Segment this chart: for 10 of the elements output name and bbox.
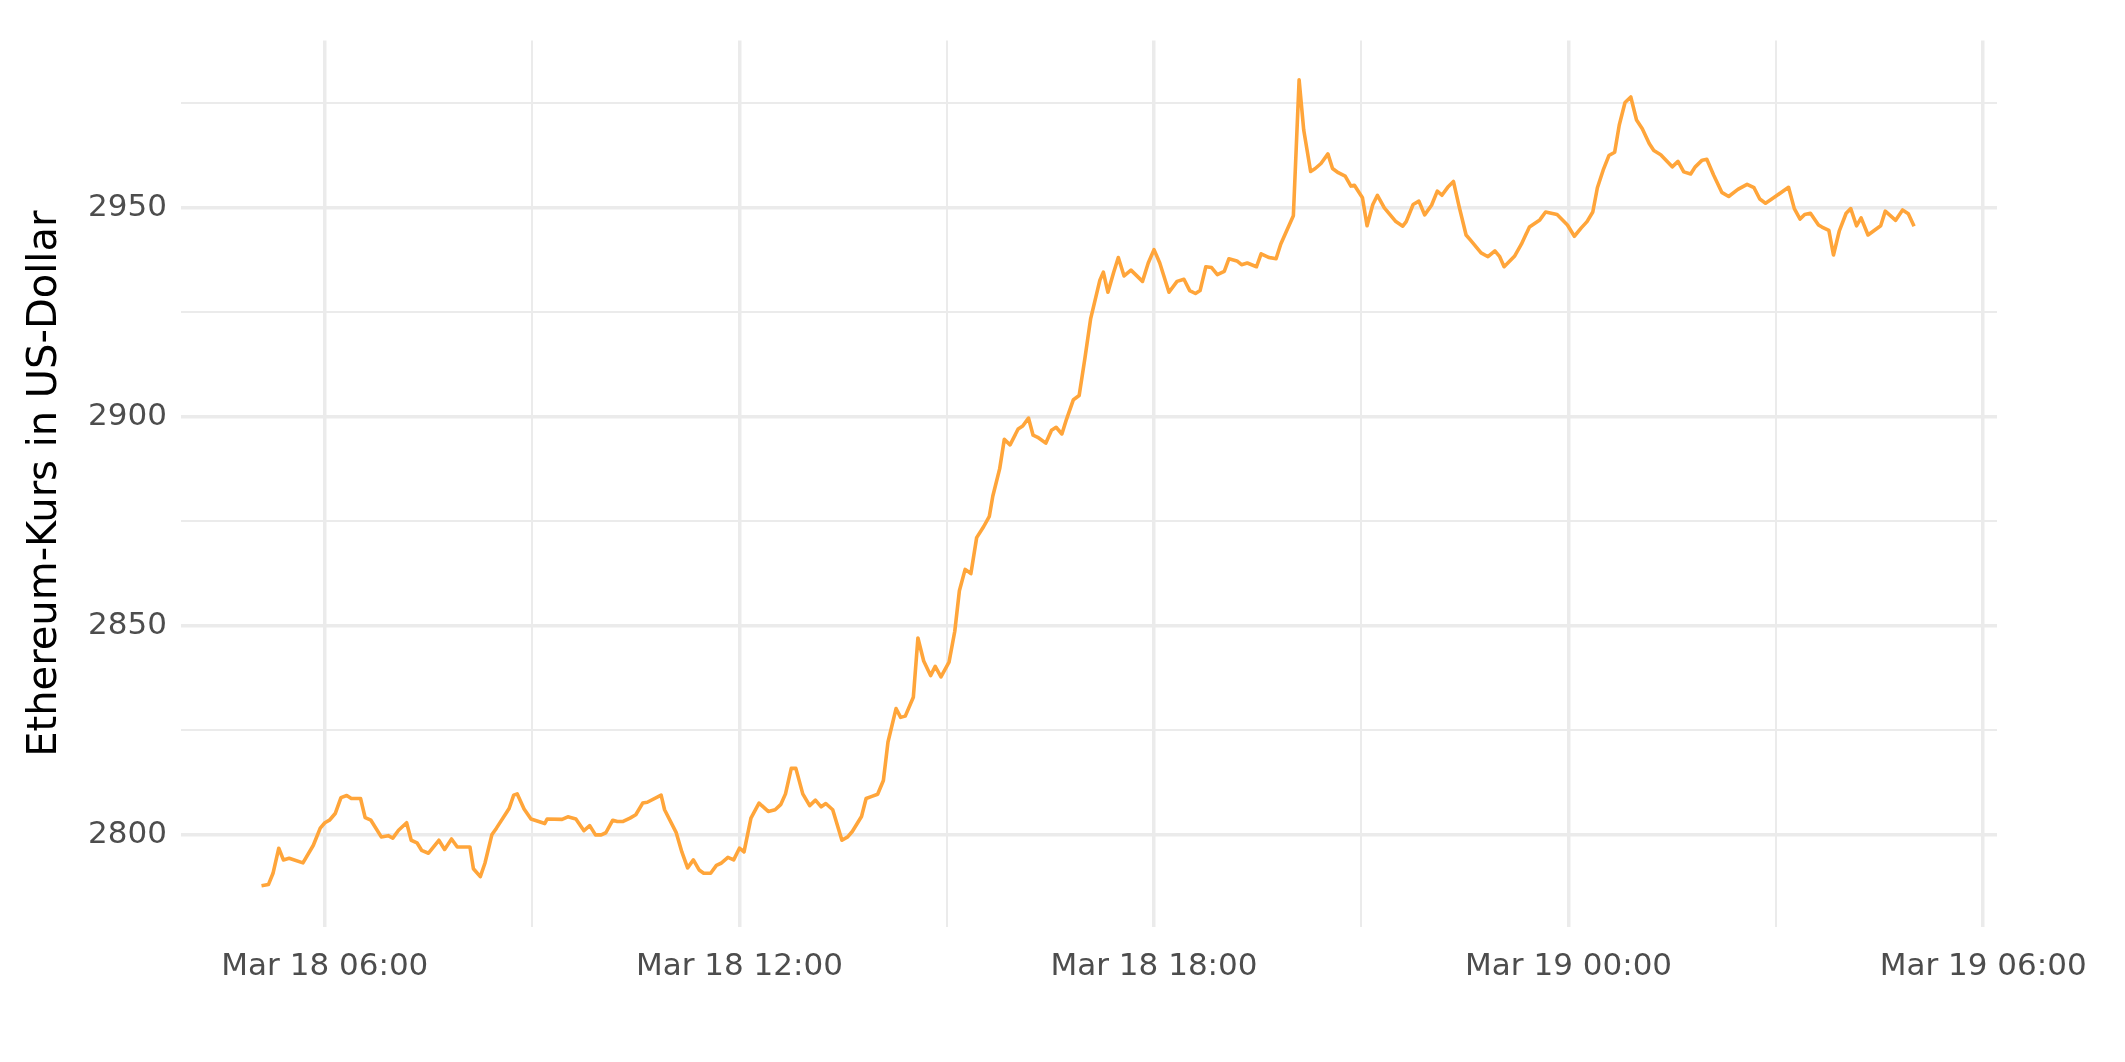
y-tick-label: 2900 <box>87 395 167 432</box>
y-tick-label: 2850 <box>87 604 167 641</box>
x-tick-label: Mar 19 00:00 <box>1465 946 1673 983</box>
x-tick-label: Mar 19 06:00 <box>1879 946 2087 983</box>
y-tick-label: 2950 <box>87 186 167 223</box>
y-axis-title: Ethereum-Kurs in US-Dollar <box>19 210 66 757</box>
x-tick-label: Mar 18 06:00 <box>221 946 429 983</box>
x-tick-label: Mar 18 12:00 <box>635 946 843 983</box>
x-tick-label: Mar 18 18:00 <box>1050 946 1258 983</box>
y-tick-label: 2800 <box>87 813 167 850</box>
